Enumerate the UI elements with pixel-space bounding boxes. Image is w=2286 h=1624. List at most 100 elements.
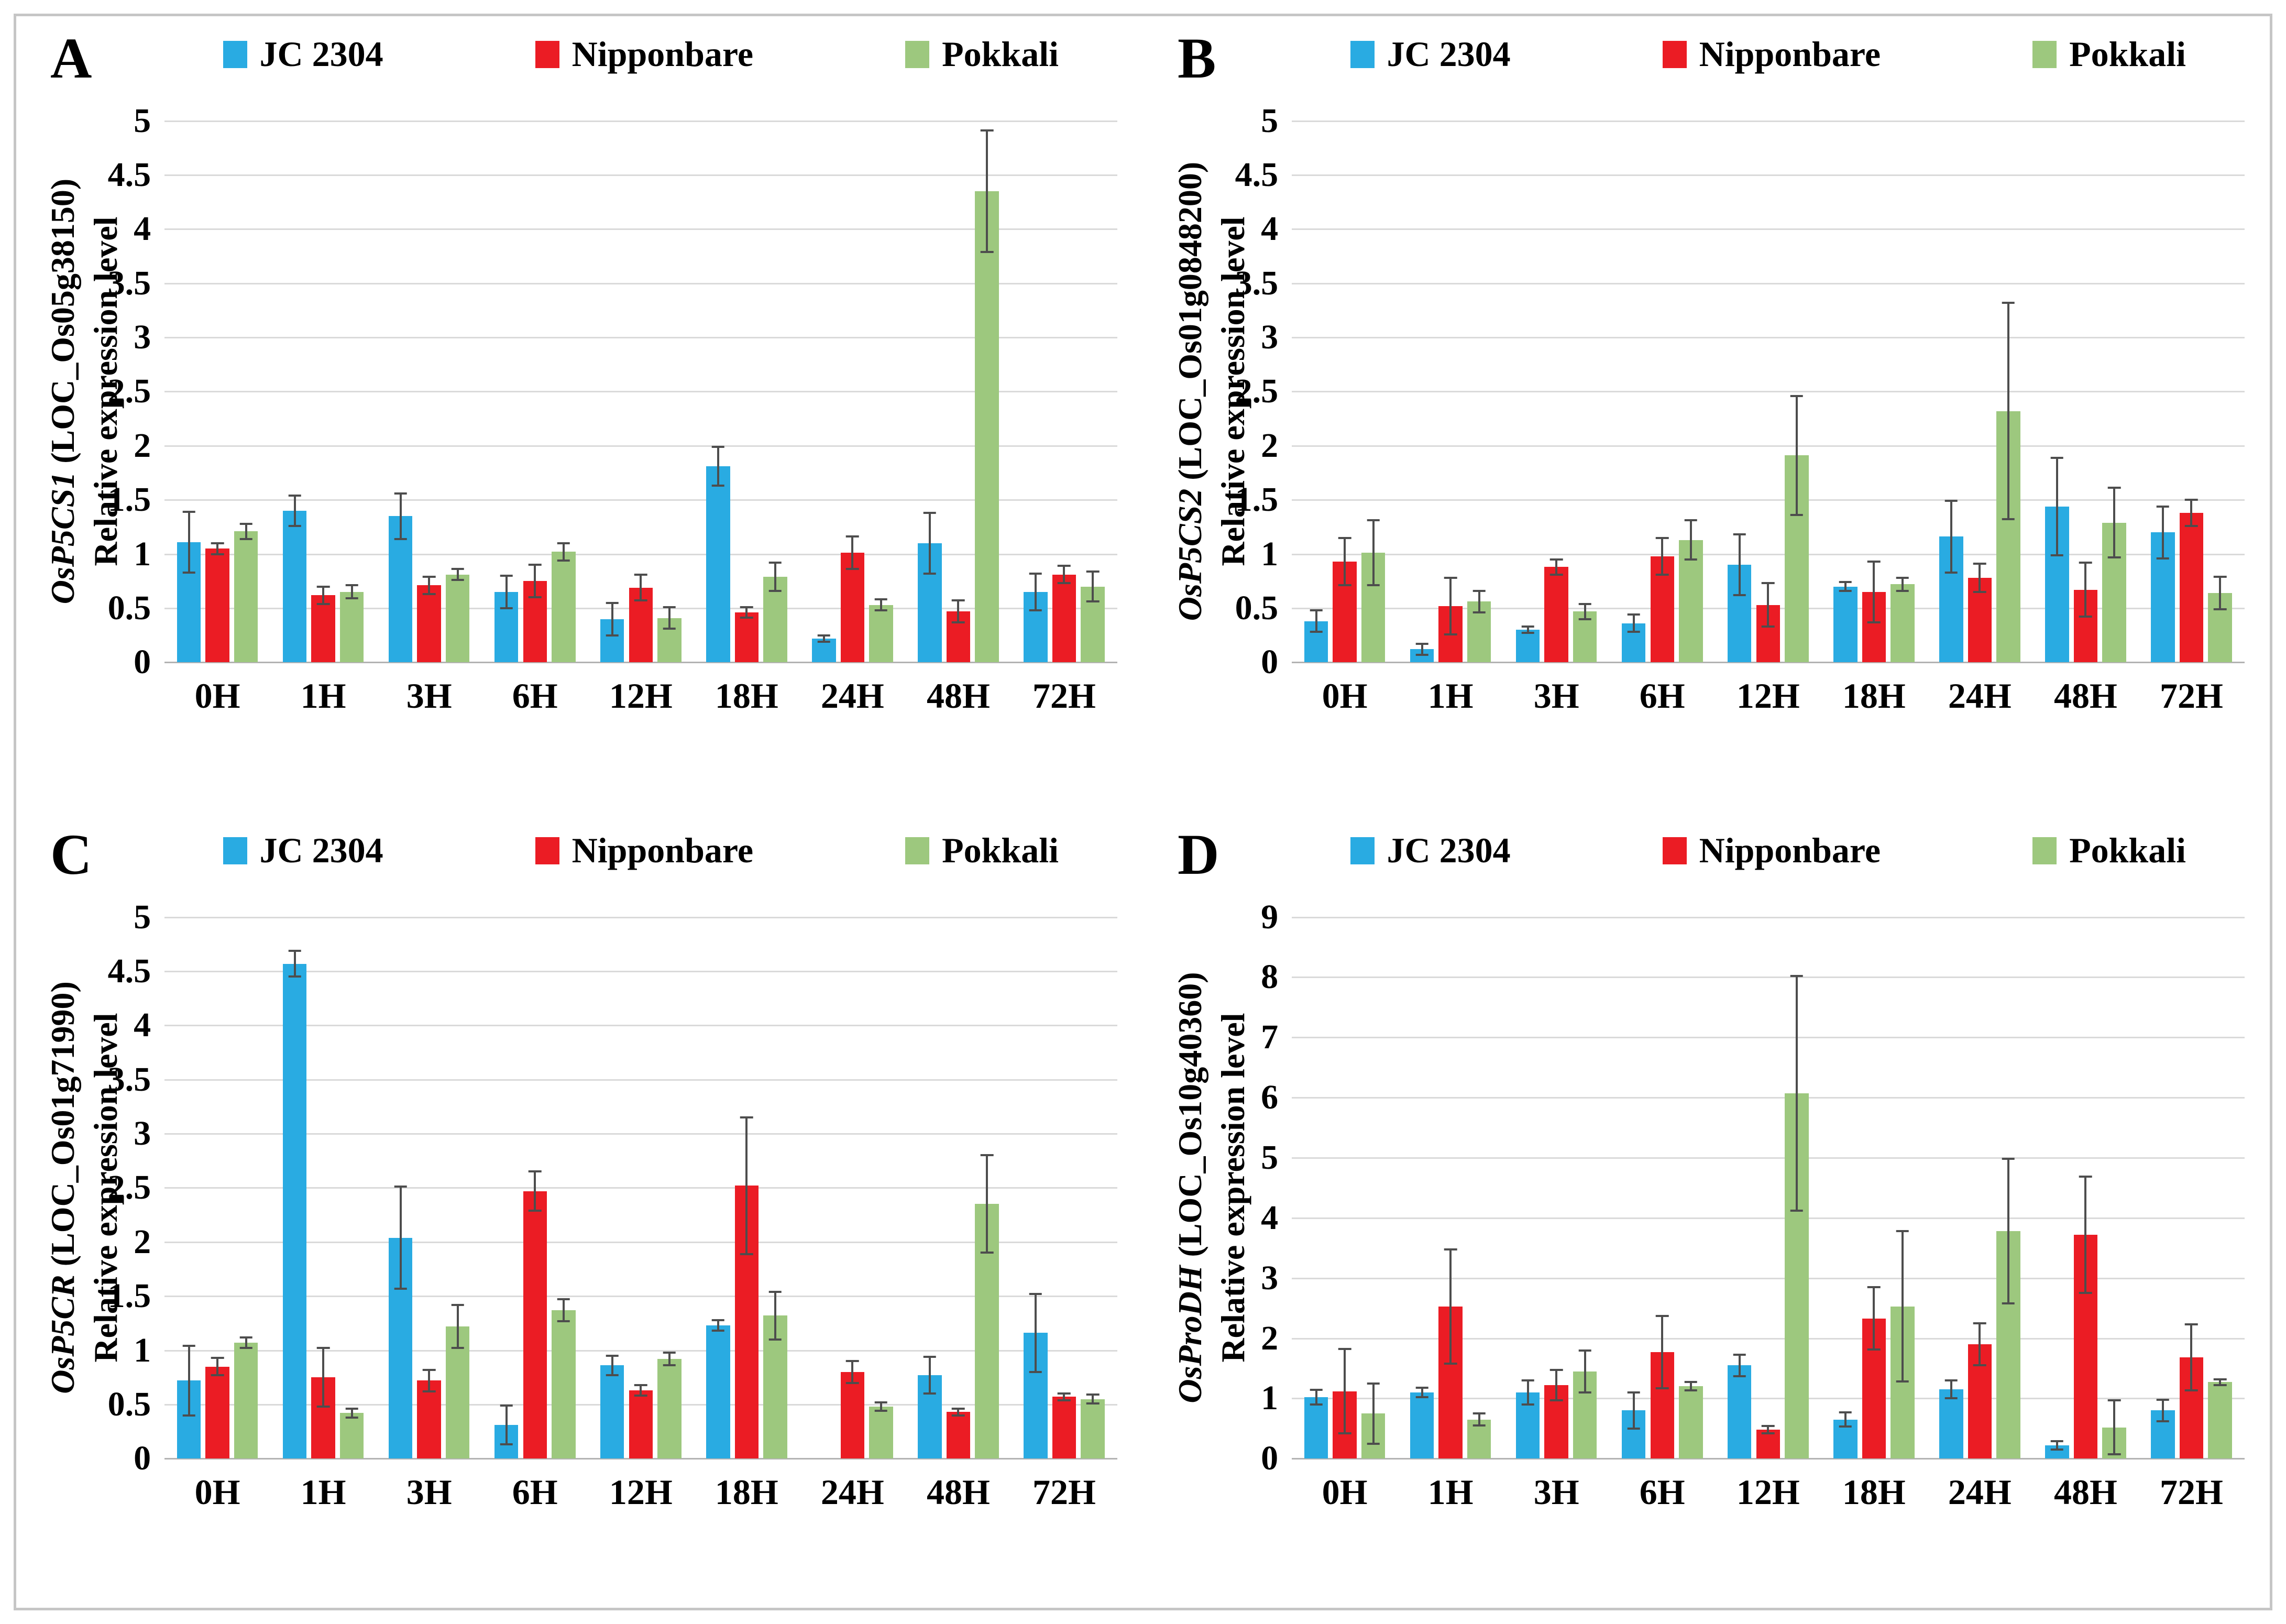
gridline	[1292, 1157, 2245, 1159]
error-bar-cap	[1944, 1397, 1958, 1400]
legend: JC 2304 Nipponbare Pokkali	[1292, 830, 2244, 871]
x-tick-label: 24H	[820, 676, 884, 716]
error-bar-cap	[2156, 1398, 2170, 1401]
error-bar-cap	[182, 571, 195, 574]
error-bar-cap	[1655, 1315, 1669, 1318]
error-bar	[1795, 976, 1798, 1211]
bar-nipponbare-1h	[311, 595, 335, 663]
y-tick-label: 0	[1261, 643, 1279, 682]
error-bar	[428, 576, 431, 595]
gene-name: OsP5CS1	[44, 472, 82, 605]
error-bar	[1421, 644, 1423, 655]
error-bar-cap	[1627, 1427, 1640, 1430]
y-tick-label: 4.5	[107, 155, 151, 194]
error-bar-cap	[2107, 1399, 2121, 1401]
error-bar-cap	[2002, 1302, 2015, 1304]
legend: JC 2304 Nipponbare Pokkali	[164, 830, 1117, 871]
x-tick-label: 24H	[1948, 1472, 2012, 1512]
x-tick-label: 18H	[1842, 1472, 1906, 1512]
x-tick-label: 48H	[2053, 1472, 2117, 1512]
bar-pokkali-0h	[234, 531, 258, 663]
y-tick-label: 1	[134, 1331, 151, 1369]
y-tick-label: 1	[134, 534, 151, 573]
error-bar	[2113, 1400, 2115, 1455]
error-bar-cap	[1867, 560, 1881, 563]
gridline	[1292, 228, 2245, 231]
error-bar	[928, 1356, 931, 1394]
error-bar-cap	[1684, 519, 1698, 522]
x-tick-label: 6H	[512, 1472, 558, 1512]
error-bar-cap	[1338, 584, 1351, 587]
panel-c: C JC 2304 Nipponbare Pokkali OsP5CR (LOC_O…	[16, 812, 1143, 1608]
y-tick-label: 0	[134, 1439, 151, 1478]
gridline	[1292, 1037, 2245, 1039]
error-bar-cap	[1762, 1432, 1775, 1434]
y-tick-label: 2	[1261, 1319, 1279, 1357]
error-bar	[1063, 566, 1065, 584]
x-tick-label: 0H	[194, 1472, 240, 1512]
error-bar	[717, 1320, 719, 1331]
error-bar-cap	[451, 1303, 465, 1306]
error-bar-cap	[528, 1170, 542, 1173]
error-bar-cap	[874, 609, 888, 612]
error-bar-cap	[1684, 1389, 1698, 1392]
error-bar-cap	[211, 1356, 224, 1359]
error-bar	[1092, 1395, 1094, 1403]
error-bar-cap	[1655, 573, 1669, 576]
plot-area: 0 1 2 3 4 5 6 7 8 9 0H 1H 3H 6H 12H 18H 24H 48H 72H	[1261, 899, 2245, 1510]
y-tick-label: 3.5	[1235, 264, 1279, 302]
legend-label: Pokkali	[2069, 830, 2186, 870]
error-bar-cap	[1444, 1362, 1457, 1365]
error-bar	[1979, 564, 1981, 592]
legend-item-nipponbare: Nipponbare	[535, 830, 753, 871]
panel-d: D JC 2304 Nipponbare Pokkali OsProDH (LOC_…	[1143, 812, 2270, 1608]
y-tick-label: 2	[1261, 426, 1279, 465]
locus-id: (LOC_Os05g38150)	[44, 179, 82, 464]
error-bar-cap	[1367, 1382, 1380, 1385]
error-bar	[1844, 582, 1847, 591]
error-bar-cap	[2050, 1449, 2064, 1451]
error-bar	[245, 523, 247, 539]
legend-swatch-jc-2304	[223, 40, 247, 68]
error-bar-cap	[2156, 505, 2170, 508]
bar-nipponbare-0h	[205, 1366, 229, 1459]
error-bar	[668, 607, 671, 629]
error-bar-cap	[606, 601, 619, 604]
x-tick-label: 48H	[926, 1472, 990, 1512]
locus-id: (LOC_Os01g71990)	[44, 981, 82, 1267]
bar-pokkali-24h	[869, 605, 893, 663]
x-tick-label: 18H	[1842, 676, 1906, 716]
legend: JC 2304 Nipponbare Pokkali	[1292, 34, 2244, 75]
error-bar-cap	[1472, 611, 1486, 614]
y-tick-label: 0.5	[107, 588, 151, 627]
bar-nipponbare-6h	[523, 1191, 547, 1459]
error-bar-cap	[2156, 557, 2170, 559]
error-bar-cap	[211, 1374, 224, 1377]
bar-nipponbare-72h	[1052, 1397, 1076, 1459]
legend-item-jc-2304: JC 2304	[1350, 34, 1511, 75]
error-bar	[505, 1405, 508, 1445]
error-bar-cap	[817, 634, 831, 637]
error-bar-cap	[2213, 575, 2227, 578]
error-bar-cap	[1896, 1230, 1909, 1233]
error-bar-cap	[1549, 1399, 1563, 1401]
error-bar	[2007, 302, 2009, 520]
panel-label: D	[1178, 822, 1219, 886]
panel-label: C	[50, 822, 92, 886]
error-bar	[293, 495, 296, 526]
bar-pokkali-6h	[1679, 1386, 1703, 1459]
error-bar	[2056, 1441, 2058, 1450]
error-bar-cap	[768, 562, 782, 564]
bar-pokkali-72h	[2208, 1382, 2232, 1459]
gridline	[164, 1079, 1117, 1081]
error-bar-cap	[1762, 626, 1775, 628]
error-bar-cap	[345, 597, 358, 600]
error-bar-cap	[1762, 1425, 1775, 1428]
legend-swatch-pokkali	[2032, 837, 2057, 864]
error-bar-cap	[211, 542, 224, 544]
y-tick-label: 4.5	[107, 951, 151, 990]
panel-b: B JC 2304 Nipponbare Pokkali OsP5CS2 (LOC_…	[1143, 16, 2270, 812]
error-bar-cap	[1549, 573, 1563, 576]
gene-name: OsP5CR	[44, 1275, 82, 1395]
y-tick-label: 0	[1261, 1439, 1279, 1478]
